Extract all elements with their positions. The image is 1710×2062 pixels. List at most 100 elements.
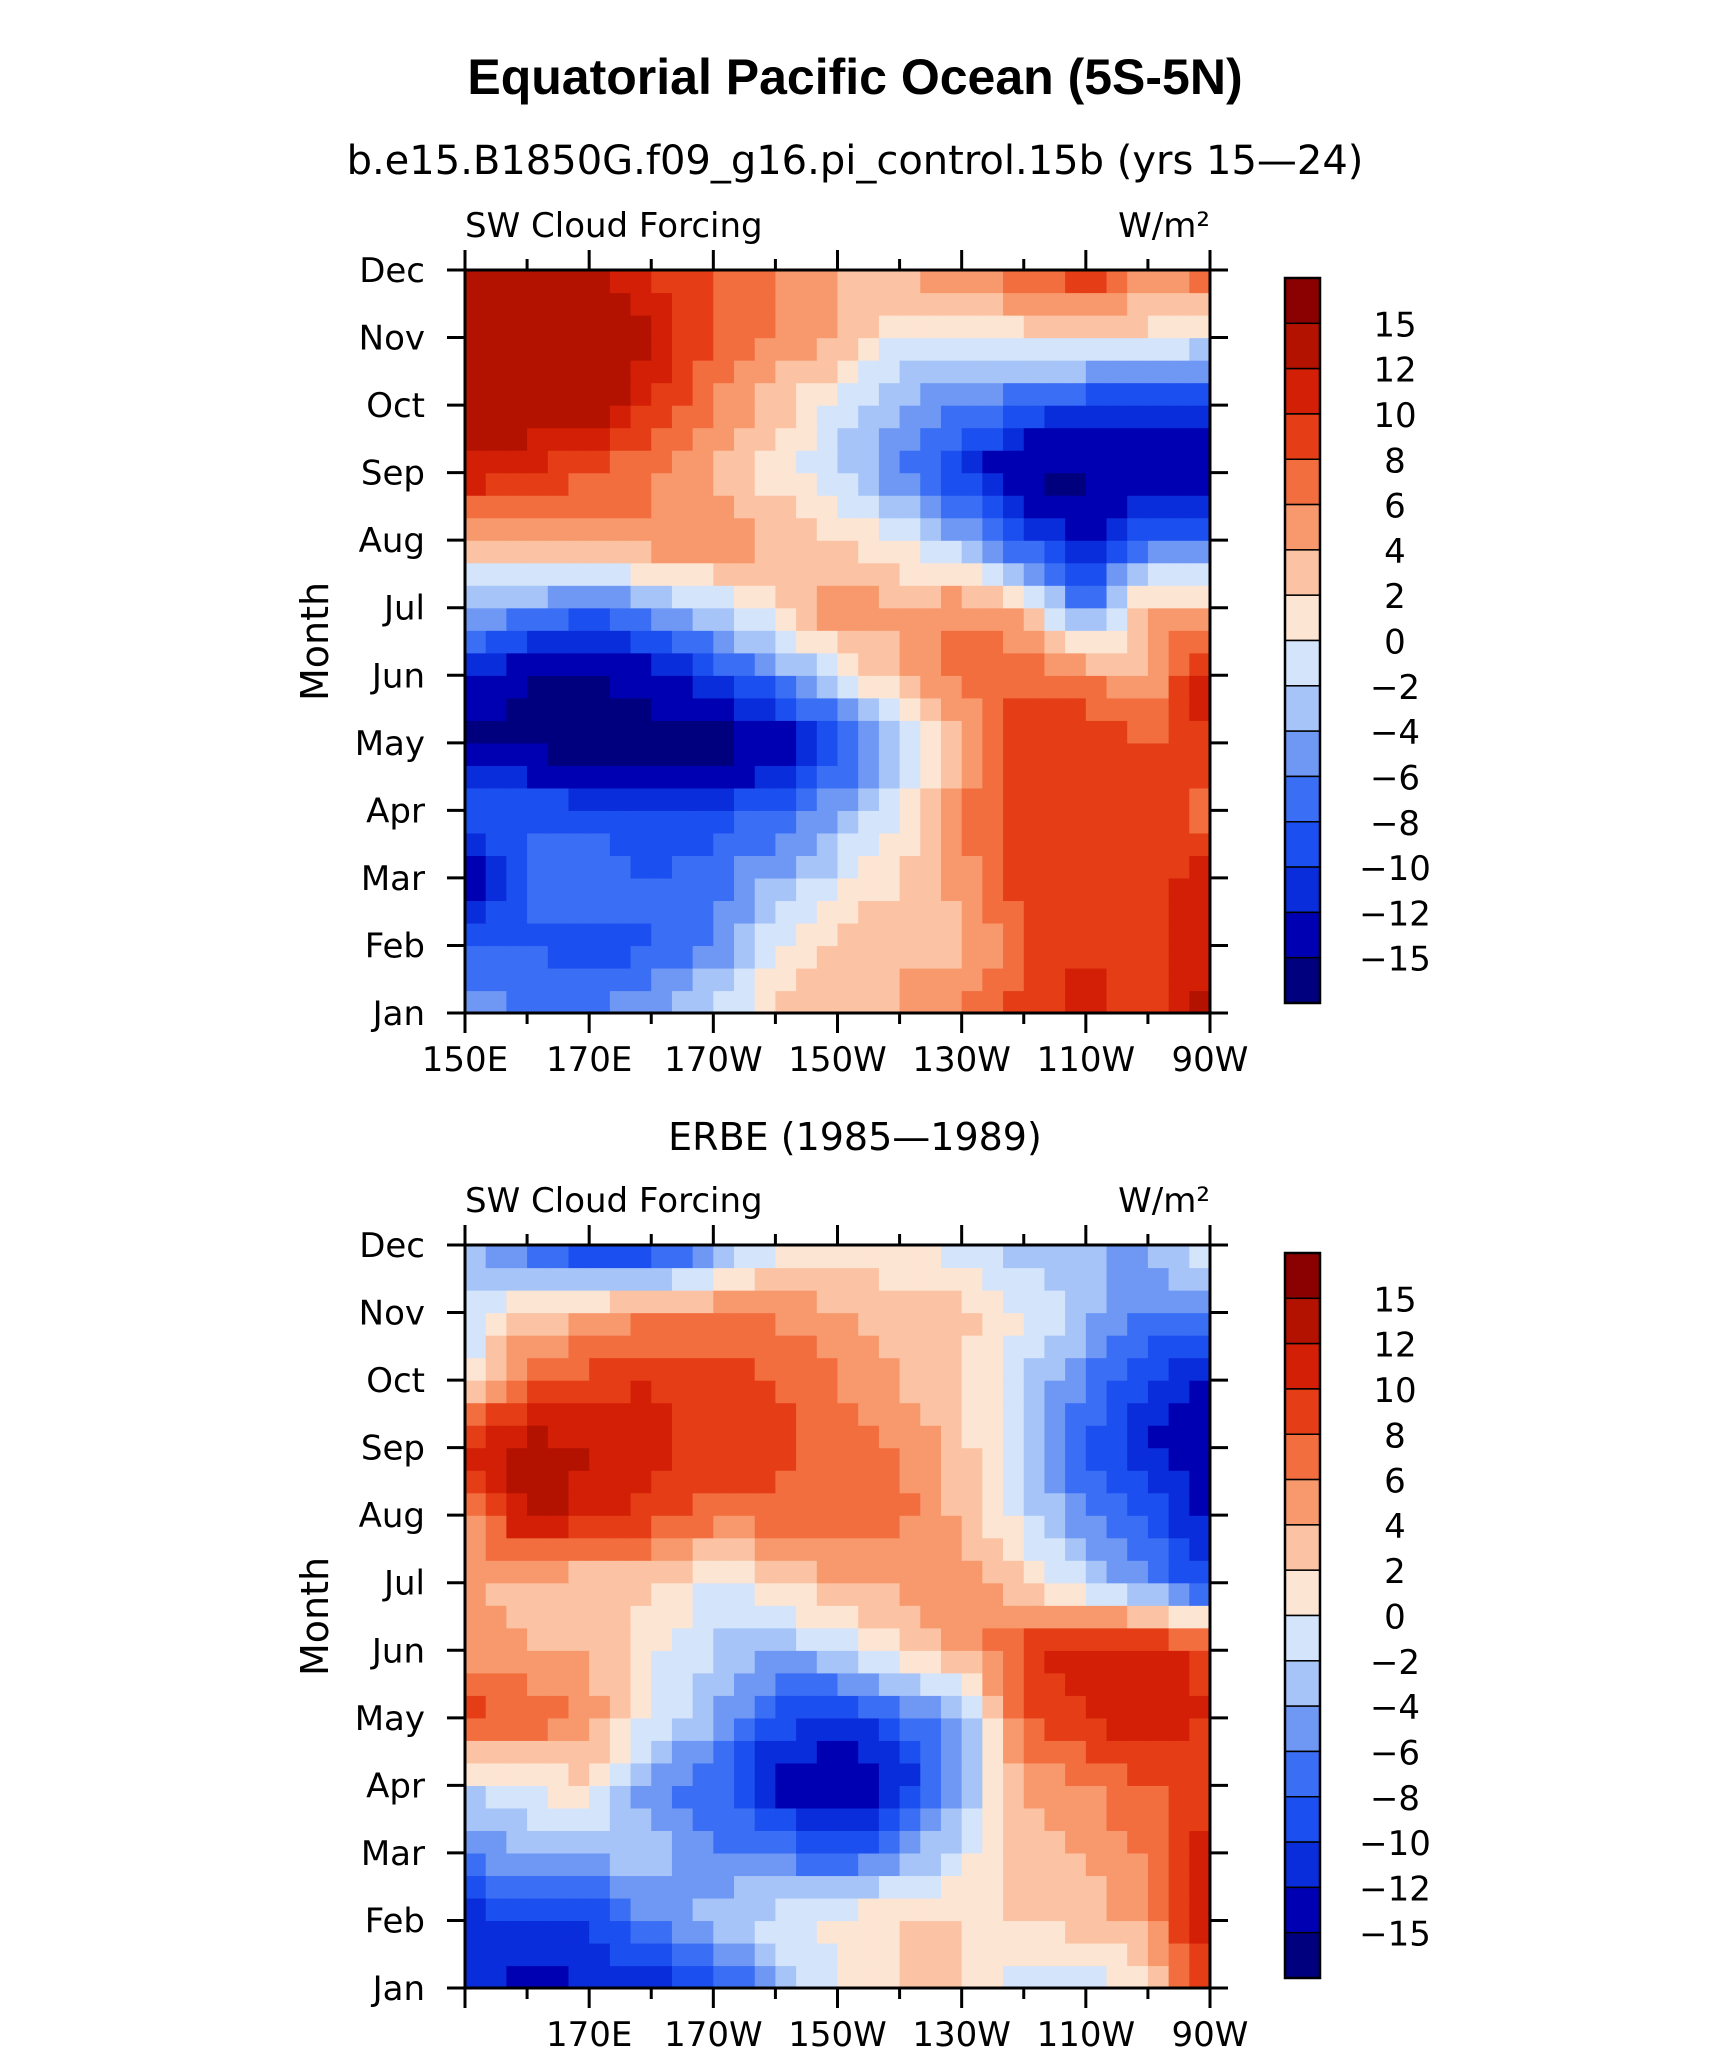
page-subtitle: b.e15.B1850G.f09_g16.pi_control.15b (yrs… <box>346 138 1364 184</box>
heatmap-cell <box>651 922 673 947</box>
heatmap-cell <box>920 1335 942 1359</box>
heatmap-cell <box>961 1852 983 1877</box>
heatmap-cell <box>1168 1605 1190 1629</box>
heatmap-cell <box>1106 1425 1128 1449</box>
heatmap-cell <box>671 967 694 992</box>
heatmap-cell <box>754 1245 777 1269</box>
heatmap-cell <box>734 1627 756 1651</box>
heatmap-cell <box>1085 405 1108 429</box>
heatmap-cell <box>1085 765 1108 789</box>
heatmap-cell <box>816 1537 839 1561</box>
heatmap-cell <box>1168 945 1190 969</box>
heatmap-cell <box>630 1425 652 1449</box>
heatmap-cell <box>1003 1942 1025 1967</box>
heatmap-cell <box>609 720 632 744</box>
heatmap-cell <box>568 270 590 294</box>
heatmap-cell <box>961 877 983 902</box>
heatmap-cell <box>485 1965 507 1989</box>
heatmap-cell <box>1023 697 1046 721</box>
heatmap-cell <box>878 1380 901 1404</box>
heatmap-cell <box>1147 652 1170 676</box>
heatmap-cell <box>1189 832 1211 856</box>
heatmap-cell <box>609 1807 632 1831</box>
heatmap-cell <box>671 990 694 1014</box>
heatmap-cell <box>1168 337 1190 361</box>
heatmap-cell <box>527 967 549 992</box>
heatmap-cell <box>858 495 880 519</box>
heatmap-cell <box>1085 495 1108 519</box>
heatmap-cell <box>589 270 611 294</box>
heatmap-cell <box>1023 742 1046 766</box>
heatmap-cell <box>527 1425 549 1449</box>
heatmap-cell <box>940 382 963 406</box>
heatmap-cell <box>837 967 859 992</box>
heatmap-cell <box>651 1447 673 1471</box>
heatmap-cell <box>609 1447 632 1471</box>
heatmap-cell <box>1023 1402 1046 1426</box>
heatmap-cell <box>692 270 714 294</box>
heatmap-cell <box>1003 1605 1025 1629</box>
heatmap-cell <box>1085 990 1108 1014</box>
heatmap-cell <box>568 1515 590 1539</box>
heatmap-cell <box>1168 1560 1190 1584</box>
heatmap-cell <box>713 1717 735 1741</box>
heatmap-cell <box>796 1762 818 1786</box>
heatmap-cell <box>527 922 549 947</box>
heatmap-cell <box>878 855 901 879</box>
heatmap-cell <box>1085 1740 1108 1764</box>
heatmap-cell <box>878 675 901 699</box>
heatmap-cell <box>671 1785 694 1809</box>
heatmap-cell <box>568 1470 590 1494</box>
heatmap-cell <box>1003 1402 1025 1426</box>
x-tick-label: 170W <box>664 2015 763 2055</box>
y-tick-label: Feb <box>365 926 425 966</box>
heatmap-cell <box>1023 1717 1046 1741</box>
heatmap-cell <box>1085 1267 1108 1291</box>
heatmap-cell <box>630 1605 652 1629</box>
heatmap-cell <box>1106 1402 1128 1426</box>
heatmap-cell <box>796 270 818 294</box>
heatmap-cell <box>1189 1402 1211 1426</box>
heatmap-cell <box>982 1447 1004 1471</box>
heatmap-cell <box>940 1897 963 1922</box>
heatmap-cell <box>713 720 735 744</box>
heatmap-cell <box>754 1762 777 1786</box>
heatmap-cell <box>1168 1425 1190 1449</box>
heatmap-cell <box>899 292 921 316</box>
heatmap-cell <box>775 742 797 766</box>
heatmap-cell <box>1189 292 1211 316</box>
heatmap-cell <box>1147 787 1170 811</box>
heatmap-cell <box>485 1537 507 1561</box>
heatmap-cell <box>485 1650 507 1674</box>
heatmap-cell <box>506 1965 528 1989</box>
heatmap-cell <box>858 810 880 834</box>
heatmap-cell <box>568 1627 590 1651</box>
heatmap-cell <box>506 1627 528 1651</box>
heatmap-cell <box>982 315 1004 339</box>
heatmap-cell <box>734 810 756 834</box>
heatmap-cell <box>465 1920 487 1944</box>
heatmap-cell <box>713 1672 735 1696</box>
heatmap-cell <box>568 1267 590 1291</box>
heatmap-cell <box>1106 337 1128 361</box>
heatmap-cell <box>858 630 880 654</box>
heatmap-cell <box>630 270 652 294</box>
heatmap-cell <box>734 562 756 586</box>
heatmap-cell <box>816 1335 839 1359</box>
heatmap-cell <box>1189 1650 1211 1674</box>
heatmap-cell <box>671 1402 694 1426</box>
variable-label: SW Cloud Forcing <box>465 206 763 246</box>
heatmap-cell <box>837 922 859 947</box>
heatmap-cell <box>651 1852 673 1877</box>
heatmap-cell <box>589 765 611 789</box>
heatmap-cell <box>651 1740 673 1764</box>
heatmap-cell <box>734 540 756 564</box>
heatmap-cell <box>775 1650 797 1674</box>
heatmap-cell <box>734 1852 756 1877</box>
heatmap-cell <box>899 337 921 361</box>
heatmap-cell <box>589 1560 611 1584</box>
heatmap-cell <box>899 1785 921 1809</box>
heatmap-cell <box>878 697 901 721</box>
heatmap-cell <box>775 1380 797 1404</box>
heatmap-cell <box>547 1515 570 1539</box>
